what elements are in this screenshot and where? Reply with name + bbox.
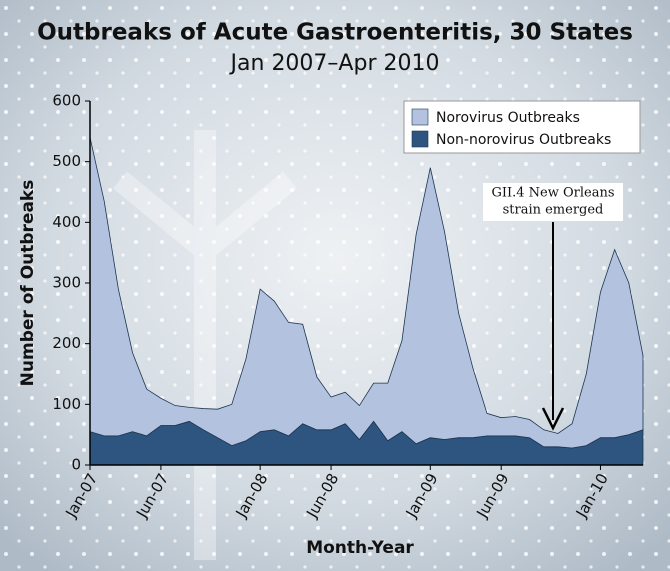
y-tick-label: 300	[52, 274, 81, 292]
x-axis-label: Month-Year	[306, 538, 414, 558]
legend-label: Norovirus Outbreaks	[436, 110, 580, 126]
y-tick-label: 0	[71, 456, 81, 474]
annotation: GII.4 New Orleans strain emerged	[483, 183, 623, 431]
y-tick-label: 100	[52, 395, 81, 413]
legend-swatch	[411, 130, 429, 148]
chart-subtitle: Jan 2007–Apr 2010	[229, 51, 440, 76]
y-axis-label: Number of Outbreaks	[18, 180, 38, 387]
y-tick-label: 400	[52, 213, 81, 231]
legend-box	[403, 100, 641, 154]
y-tick-label: 500	[52, 152, 81, 170]
annotation-text: GII.4 New Orleans	[491, 186, 614, 201]
annotation-box	[483, 183, 623, 221]
legend: Norovirus Outbreaks Non-norovirus Outbrea…	[403, 100, 641, 154]
chart-title: Outbreaks of Acute Gastroenteritis, 30 S…	[37, 20, 633, 46]
y-tick-label: 200	[52, 334, 81, 352]
legend-swatch	[411, 108, 429, 126]
snowflake-decoration	[113, 130, 297, 560]
annotation-arrowhead	[541, 407, 565, 431]
y-tick-label: 600	[52, 92, 81, 110]
legend-label: Non-norovirus Outbreaks	[436, 132, 611, 148]
annotation-text: strain emerged	[503, 203, 604, 218]
area	[89, 137, 644, 449]
